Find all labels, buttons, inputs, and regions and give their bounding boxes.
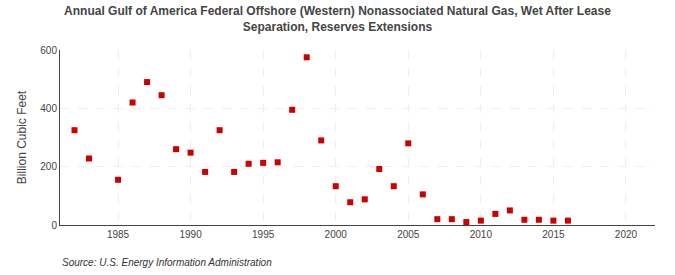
svg-text:200: 200 bbox=[40, 161, 57, 172]
svg-text:2015: 2015 bbox=[542, 229, 565, 240]
svg-text:1985: 1985 bbox=[107, 229, 130, 240]
svg-text:600: 600 bbox=[40, 45, 57, 56]
svg-text:1995: 1995 bbox=[252, 229, 275, 240]
svg-text:1990: 1990 bbox=[179, 229, 202, 240]
svg-text:0: 0 bbox=[51, 220, 57, 231]
svg-text:2020: 2020 bbox=[615, 229, 638, 240]
svg-text:Billion Cubic Feet: Billion Cubic Feet bbox=[15, 90, 29, 184]
svg-text:2010: 2010 bbox=[470, 229, 493, 240]
svg-text:2005: 2005 bbox=[397, 229, 420, 240]
svg-text:2000: 2000 bbox=[325, 229, 348, 240]
svg-text:Annual Gulf of America Federal: Annual Gulf of America Federal Offshore … bbox=[64, 4, 611, 34]
svg-text:400: 400 bbox=[40, 103, 57, 114]
svg-text:Source: U.S. Energy Informatio: Source: U.S. Energy Information Administ… bbox=[62, 257, 272, 268]
